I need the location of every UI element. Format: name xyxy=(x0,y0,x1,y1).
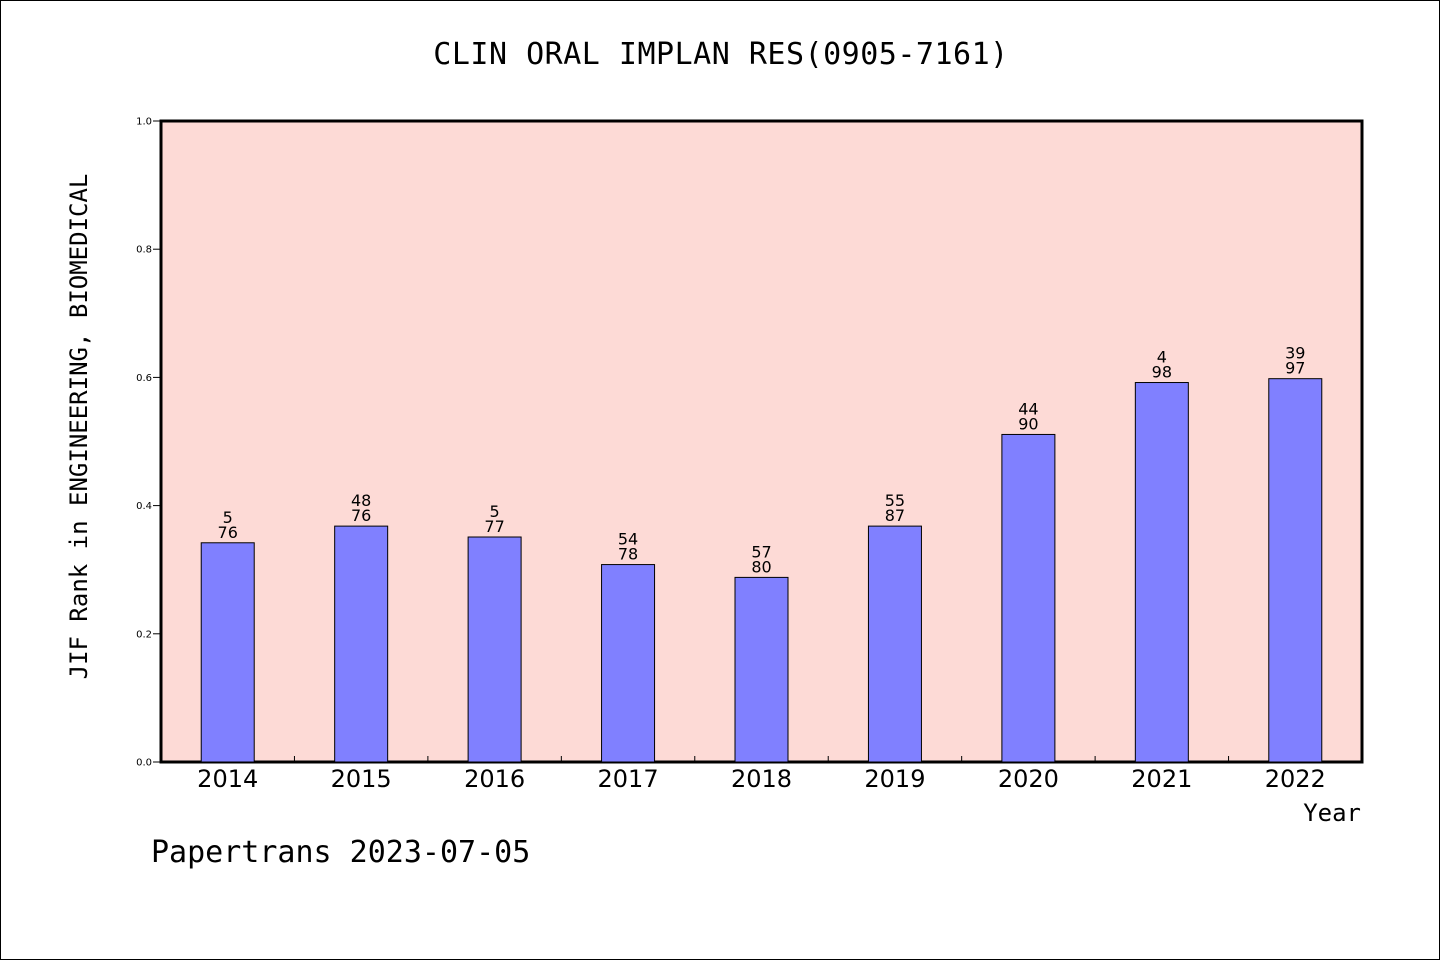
data-label-top: 44 xyxy=(1018,399,1038,418)
data-label-top: 48 xyxy=(351,491,371,510)
data-label-bottom: 78 xyxy=(618,545,638,564)
x-axis-label: Year xyxy=(1303,799,1361,827)
bar xyxy=(734,576,789,763)
footer-credit: Papertrans 2023-07-05 xyxy=(151,835,531,870)
x-tick-label: 2020 xyxy=(998,765,1059,793)
x-tick-label: 2019 xyxy=(864,765,925,793)
data-label-top: 5 xyxy=(223,508,233,527)
data-label-bottom: 80 xyxy=(751,557,771,576)
data-label-bottom: 76 xyxy=(218,523,238,542)
data-label-top: 5 xyxy=(490,502,500,521)
x-tick-label: 2022 xyxy=(1265,765,1326,793)
data-label-bottom: 98 xyxy=(1152,363,1172,382)
x-tick-label: 2014 xyxy=(197,765,258,793)
x-tick-label: 2017 xyxy=(598,765,659,793)
y-tick-label: 0.2 xyxy=(136,629,152,640)
y-axis: 0.0 0.2 0.4 0.6 0.8 1.0 xyxy=(136,117,161,769)
bar xyxy=(1268,378,1323,763)
bar xyxy=(200,542,255,763)
bar xyxy=(867,525,922,763)
y-tick-label: 0.0 xyxy=(136,758,152,769)
y-tick-label: 0.8 xyxy=(136,245,152,256)
y-tick-label: 0.4 xyxy=(136,501,152,512)
x-tick-label: 2021 xyxy=(1131,765,1192,793)
x-tick-label: 2016 xyxy=(464,765,525,793)
data-label-bottom: 90 xyxy=(1018,414,1038,433)
data-label-bottom: 97 xyxy=(1285,359,1305,378)
data-label-top: 54 xyxy=(618,530,638,549)
data-label-top: 39 xyxy=(1285,344,1305,363)
data-label-top: 57 xyxy=(751,542,771,561)
x-axis: 2014 2015 2016 2017 2018 2019 2020 2021 2022 xyxy=(197,756,1326,793)
data-label-bottom: 87 xyxy=(885,506,905,525)
x-tick-label: 2015 xyxy=(331,765,392,793)
chart-title: CLIN ORAL IMPLAN RES(0905-7161) xyxy=(433,37,1009,72)
x-tick-label: 2018 xyxy=(731,765,792,793)
bar xyxy=(467,536,522,763)
data-label-bottom: 77 xyxy=(484,517,504,536)
y-tick-label: 0.6 xyxy=(136,373,152,384)
data-label-top: 55 xyxy=(885,491,905,510)
bar xyxy=(601,564,656,763)
y-tick-label: 1.0 xyxy=(136,117,152,128)
bar xyxy=(1001,433,1056,763)
y-axis-label: JIF Rank in ENGINEERING, BIOMEDICAL xyxy=(65,174,93,680)
data-label-top: 4 xyxy=(1157,348,1167,367)
data-label-bottom: 76 xyxy=(351,506,371,525)
bar xyxy=(334,525,389,763)
bar xyxy=(1134,382,1189,763)
